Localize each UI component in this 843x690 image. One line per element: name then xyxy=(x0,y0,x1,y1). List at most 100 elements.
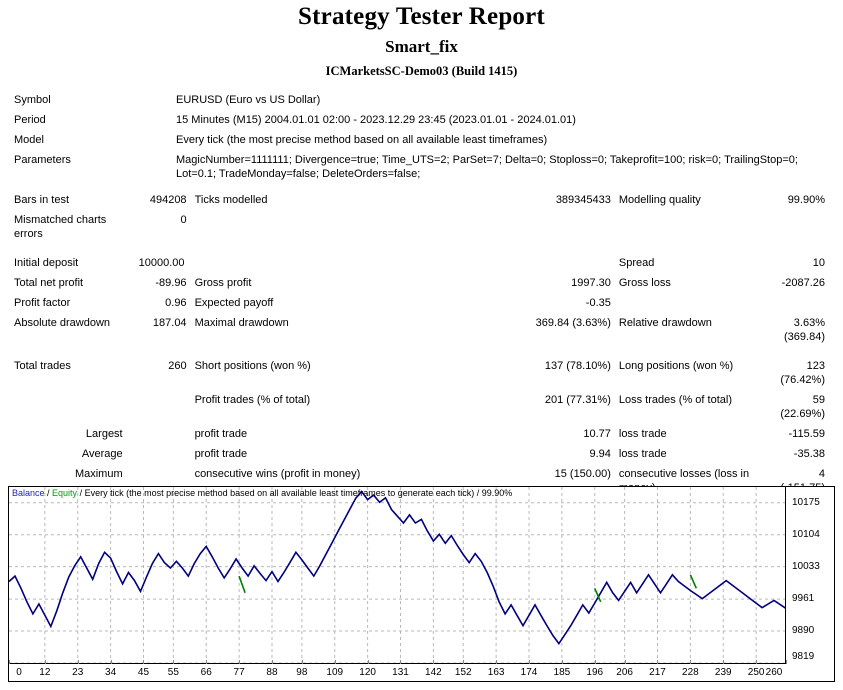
label-short-positions: Short positions (won %) xyxy=(194,360,311,372)
label-largest-profit-trade: profit trade xyxy=(194,428,248,440)
test-info-table: Symbol EURUSD (Euro vs US Dollar) Period… xyxy=(8,90,835,184)
label-profit-trades: Profit trades (% of total) xyxy=(194,394,311,406)
value-long-positions: 123 (76.42%) xyxy=(780,360,825,386)
x-axis-tick xyxy=(690,660,692,664)
empty-cell xyxy=(617,210,778,244)
label-initial-deposit: Initial deposit xyxy=(14,257,79,269)
label-largest-loss-trade: loss trade xyxy=(618,428,667,440)
x-axis-label: 77 xyxy=(233,667,245,678)
x-axis-tick xyxy=(496,660,498,664)
value-bars-in-test: 494208 xyxy=(149,194,187,206)
empty-cell xyxy=(778,210,835,244)
info-row-symbol: Symbol EURUSD (Euro vs US Dollar) xyxy=(8,90,835,110)
value-average-loss-trade: -35.38 xyxy=(793,448,825,460)
stats-spacer xyxy=(8,244,835,253)
x-axis-tick xyxy=(173,660,175,664)
legend-balance-label: Balance xyxy=(12,488,45,498)
balance-equity-chart: Balance / Equity / Every tick (the most … xyxy=(8,486,835,682)
y-axis-label: 10033 xyxy=(792,560,820,572)
x-axis-label: 55 xyxy=(167,667,179,678)
x-axis-label: 142 xyxy=(425,667,442,678)
x-axis-tick xyxy=(9,660,10,664)
x-axis-tick xyxy=(367,660,369,664)
empty-cell xyxy=(193,253,491,273)
legend-separator-2: / xyxy=(77,488,85,498)
x-axis-label: 109 xyxy=(326,667,344,678)
value-spread: 10 xyxy=(812,257,825,269)
value-total-trades: 260 xyxy=(168,360,187,372)
x-axis-label: 34 xyxy=(105,667,117,678)
value-modelling-quality: 99.90% xyxy=(787,194,825,206)
x-axis-tick xyxy=(561,660,563,664)
x-axis-label: 163 xyxy=(487,667,505,678)
label-spread: Spread xyxy=(618,257,655,269)
x-axis-label: 88 xyxy=(266,667,278,678)
stats-row-mismatched: Mismatched charts errors 0 xyxy=(8,210,835,244)
y-axis-label: 9961 xyxy=(792,593,815,605)
x-axis-label: 174 xyxy=(520,667,538,678)
value-largest-loss-trade: -115.59 xyxy=(788,428,826,440)
info-value-symbol: EURUSD (Euro vs US Dollar) xyxy=(176,94,321,106)
value-largest-profit-trade: 10.77 xyxy=(583,428,611,440)
x-axis-label: 217 xyxy=(649,667,666,678)
x-axis-label: 260 xyxy=(765,667,783,678)
stats-row-drawdown: Absolute drawdown 187.04 Maximal drawdow… xyxy=(8,313,835,347)
x-axis-label: 120 xyxy=(359,667,376,678)
label-ticks-modelled: Ticks modelled xyxy=(194,194,268,206)
label-average-loss-trade: loss trade xyxy=(618,448,667,460)
x-axis-tick xyxy=(400,660,402,664)
stats-row-profit-factor: Profit factor 0.96 Expected payoff -0.35 xyxy=(8,293,835,313)
y-axis-label: 9819 xyxy=(792,651,815,662)
value-expected-payoff: -0.35 xyxy=(585,297,611,309)
info-row-period: Period 15 Minutes (M15) 2004.01.01 02:00… xyxy=(8,110,835,130)
x-axis-label: 131 xyxy=(392,667,409,678)
info-value-parameters: MagicNumber=1111111; Divergence=true; Ti… xyxy=(176,154,798,180)
label-modelling-quality: Modelling quality xyxy=(618,194,701,206)
x-axis-label: 98 xyxy=(296,667,308,678)
legend-model-text: Every tick (the most precise method base… xyxy=(84,488,513,498)
label-mismatched-charts-errors: Mismatched charts errors xyxy=(14,214,107,240)
info-label-parameters: Parameters xyxy=(14,154,71,166)
label-bars-in-test: Bars in test xyxy=(14,194,70,206)
stats-row-largest: Largest profit trade 10.77 loss trade -1… xyxy=(8,424,835,444)
x-axis-label: 152 xyxy=(454,667,472,678)
stats-row-initial-deposit: Initial deposit 10000.00 Spread 10 xyxy=(8,253,835,273)
value-mismatched-charts-errors: 0 xyxy=(180,214,187,226)
info-value-model: Every tick (the most precise method base… xyxy=(176,134,548,146)
value-average-profit-trade: 9.94 xyxy=(589,448,611,460)
info-label-symbol: Symbol xyxy=(14,94,51,106)
empty-cell xyxy=(617,293,778,313)
value-initial-deposit: 10000.00 xyxy=(138,257,185,269)
x-axis-tick xyxy=(206,660,208,664)
x-axis-label: 23 xyxy=(72,667,84,678)
expert-name: Smart_fix xyxy=(385,37,458,56)
chart-x-axis: 0 12 23 34 45 55 66 77 88 98 109 120 131 142 152 163 174… xyxy=(9,660,787,681)
balance-line xyxy=(9,490,786,645)
y-axis-label: 10104 xyxy=(792,528,820,540)
x-axis-tick xyxy=(110,660,112,664)
label-long-positions: Long positions (won %) xyxy=(618,360,734,372)
label-total-trades: Total trades xyxy=(14,360,71,372)
info-label-period: Period xyxy=(14,114,46,126)
y-axis-label: 9890 xyxy=(792,625,815,637)
label-average: Average xyxy=(81,448,123,460)
x-axis-tick xyxy=(433,660,435,664)
x-axis-tick xyxy=(143,660,145,664)
stats-row-net-profit: Total net profit -89.96 Gross profit 199… xyxy=(8,273,835,293)
x-axis-label: 239 xyxy=(714,667,732,678)
x-axis-label: 196 xyxy=(586,667,604,678)
chart-y-axis: 9819 9890 9961 10033 10104 10175 xyxy=(785,487,834,663)
value-ticks-modelled: 389345433 xyxy=(555,194,611,206)
label-largest: Largest xyxy=(85,428,123,440)
label-maximal-drawdown: Maximal drawdown xyxy=(194,317,289,329)
value-gross-profit: 1997.30 xyxy=(571,277,611,289)
x-axis-tick xyxy=(301,660,303,664)
x-axis-tick xyxy=(271,660,273,664)
empty-cell xyxy=(129,424,193,444)
empty-cell xyxy=(129,444,193,464)
chart-svg xyxy=(9,487,786,663)
x-axis-tick xyxy=(44,660,46,664)
page-title: Strategy Tester Report xyxy=(298,3,545,30)
x-axis-tick xyxy=(334,660,336,664)
label-expected-payoff: Expected payoff xyxy=(194,297,274,309)
